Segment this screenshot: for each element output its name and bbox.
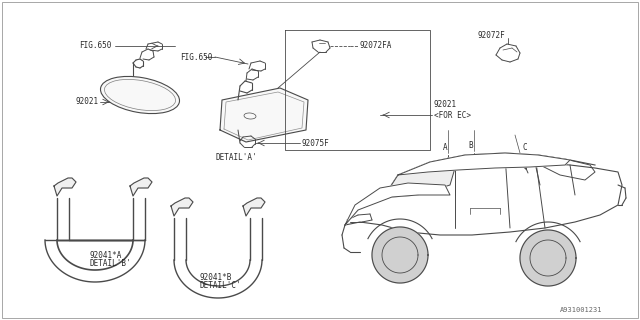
Text: FIG.650: FIG.650 xyxy=(180,52,212,61)
Ellipse shape xyxy=(100,76,179,114)
Text: 92041*B: 92041*B xyxy=(200,274,232,283)
Polygon shape xyxy=(385,162,455,197)
Polygon shape xyxy=(372,227,428,283)
Polygon shape xyxy=(243,198,265,216)
Text: 92072F: 92072F xyxy=(478,30,506,39)
Text: 92075F: 92075F xyxy=(302,139,330,148)
Polygon shape xyxy=(398,153,570,175)
Text: 92072FA: 92072FA xyxy=(360,42,392,51)
Polygon shape xyxy=(220,88,308,142)
Text: 92041*A: 92041*A xyxy=(90,251,122,260)
Text: DETAIL'C': DETAIL'C' xyxy=(200,282,242,291)
Polygon shape xyxy=(345,162,622,235)
Polygon shape xyxy=(54,178,76,196)
Text: DETAIL'B': DETAIL'B' xyxy=(90,259,132,268)
Polygon shape xyxy=(130,178,152,196)
Text: FIG.650: FIG.650 xyxy=(79,42,111,51)
Text: DETAIL'A': DETAIL'A' xyxy=(215,153,257,162)
Text: B: B xyxy=(468,141,474,150)
Text: 92021: 92021 xyxy=(75,98,98,107)
Text: 92021
<FOR EC>: 92021 <FOR EC> xyxy=(434,100,471,120)
Polygon shape xyxy=(520,230,576,286)
Polygon shape xyxy=(345,183,450,225)
Polygon shape xyxy=(171,198,193,216)
Text: A931001231: A931001231 xyxy=(560,307,602,313)
Text: A: A xyxy=(443,143,447,153)
Text: C: C xyxy=(523,143,527,153)
